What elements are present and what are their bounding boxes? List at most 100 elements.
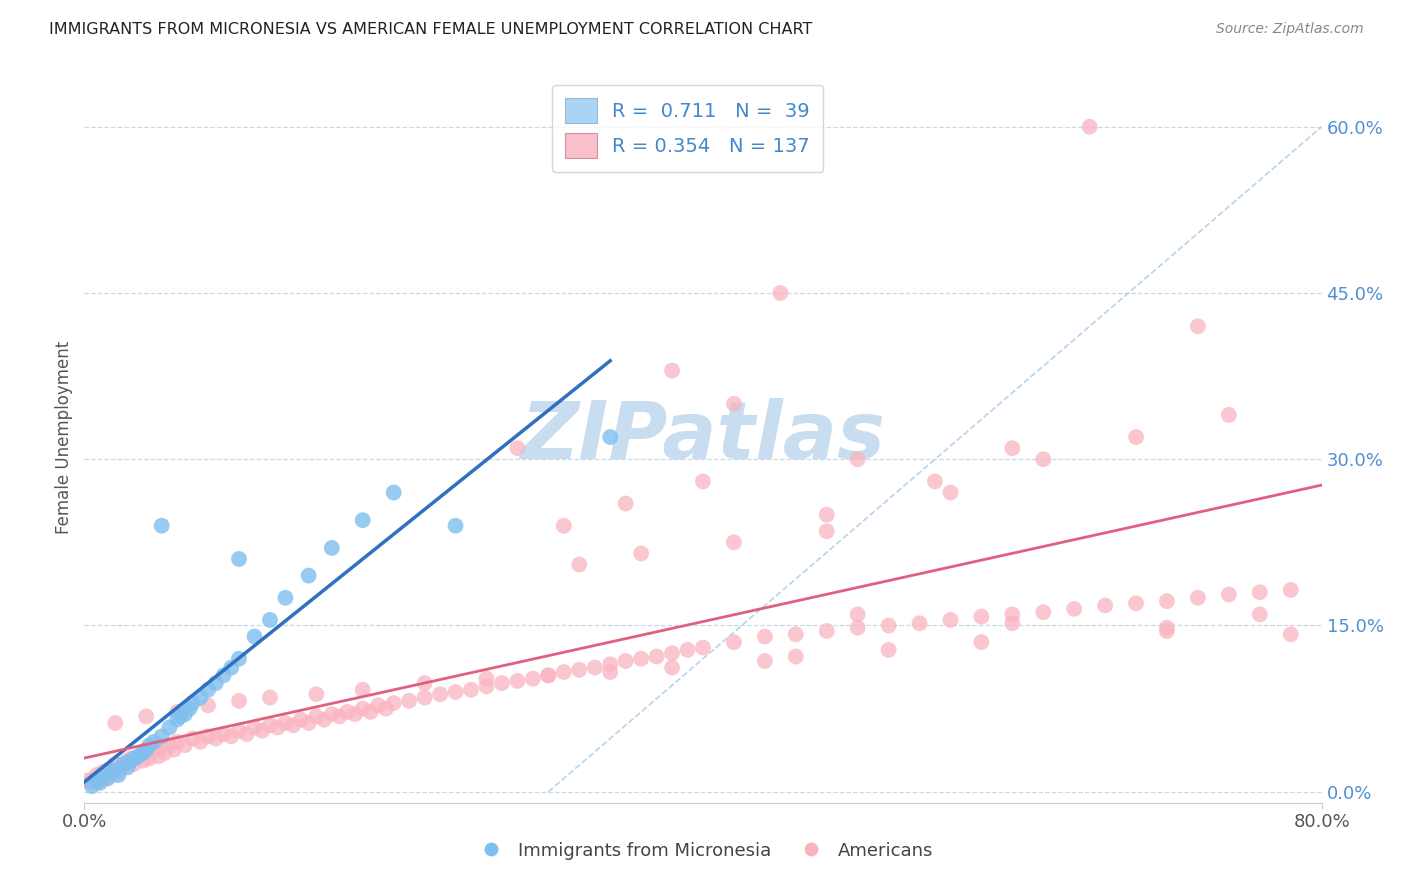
- Americans: [117, 754, 139, 768]
- Immigrants from Micronesia: [179, 701, 201, 715]
- Americans: [1156, 624, 1178, 638]
- Americans: [89, 773, 111, 788]
- Americans: [219, 729, 242, 743]
- Americans: [312, 713, 335, 727]
- Americans: [815, 508, 838, 522]
- Immigrants from Micronesia: [112, 757, 135, 772]
- Y-axis label: Female Unemployment: Female Unemployment: [55, 341, 73, 533]
- Americans: [86, 768, 108, 782]
- Americans: [568, 663, 591, 677]
- Americans: [661, 363, 683, 377]
- Immigrants from Micronesia: [159, 721, 180, 735]
- Immigrants from Micronesia: [197, 682, 219, 697]
- Americans: [908, 616, 931, 631]
- Americans: [132, 754, 155, 768]
- Text: IMMIGRANTS FROM MICRONESIA VS AMERICAN FEMALE UNEMPLOYMENT CORRELATION CHART: IMMIGRANTS FROM MICRONESIA VS AMERICAN F…: [49, 22, 813, 37]
- Americans: [413, 676, 436, 690]
- Americans: [212, 727, 235, 741]
- Immigrants from Micronesia: [117, 760, 139, 774]
- Americans: [754, 654, 776, 668]
- Americans: [382, 696, 405, 710]
- Americans: [692, 640, 714, 655]
- Americans: [1125, 596, 1147, 610]
- Immigrants from Micronesia: [96, 772, 118, 786]
- Americans: [1001, 616, 1024, 631]
- Immigrants from Micronesia: [150, 729, 173, 743]
- Americans: [138, 751, 160, 765]
- Americans: [506, 673, 529, 688]
- Americans: [290, 713, 312, 727]
- Americans: [444, 685, 467, 699]
- Americans: [692, 475, 714, 489]
- Americans: [398, 694, 420, 708]
- Americans: [305, 687, 328, 701]
- Americans: [599, 665, 621, 679]
- Immigrants from Micronesia: [104, 763, 127, 777]
- Americans: [1094, 599, 1116, 613]
- Americans: [1156, 594, 1178, 608]
- Americans: [1156, 621, 1178, 635]
- Americans: [1078, 120, 1101, 134]
- Immigrants from Micronesia: [205, 676, 228, 690]
- Americans: [321, 707, 343, 722]
- Americans: [723, 535, 745, 549]
- Americans: [343, 707, 366, 722]
- Americans: [76, 773, 98, 788]
- Americans: [274, 716, 297, 731]
- Americans: [112, 760, 135, 774]
- Immigrants from Micronesia: [166, 713, 188, 727]
- Immigrants from Micronesia: [101, 764, 124, 779]
- Americans: [150, 740, 173, 755]
- Americans: [267, 721, 290, 735]
- Americans: [159, 738, 180, 752]
- Americans: [91, 764, 114, 779]
- Americans: [460, 682, 482, 697]
- Immigrants from Micronesia: [259, 613, 281, 627]
- Immigrants from Micronesia: [181, 696, 204, 710]
- Americans: [328, 709, 352, 723]
- Americans: [599, 657, 621, 672]
- Americans: [475, 680, 498, 694]
- Americans: [148, 749, 170, 764]
- Text: ZIPatlas: ZIPatlas: [520, 398, 886, 476]
- Immigrants from Micronesia: [120, 754, 142, 768]
- Americans: [429, 687, 451, 701]
- Text: Source: ZipAtlas.com: Source: ZipAtlas.com: [1216, 22, 1364, 37]
- Americans: [630, 651, 652, 665]
- Immigrants from Micronesia: [188, 690, 211, 705]
- Immigrants from Micronesia: [86, 773, 108, 788]
- Americans: [250, 723, 273, 738]
- Americans: [104, 757, 127, 772]
- Americans: [1187, 319, 1209, 334]
- Immigrants from Micronesia: [169, 709, 191, 723]
- Americans: [235, 727, 259, 741]
- Americans: [475, 672, 498, 686]
- Americans: [1249, 585, 1271, 599]
- Americans: [98, 763, 121, 777]
- Americans: [846, 607, 869, 622]
- Americans: [166, 705, 188, 719]
- Americans: [83, 772, 105, 786]
- Americans: [205, 731, 228, 746]
- Americans: [723, 635, 745, 649]
- Immigrants from Micronesia: [243, 630, 266, 644]
- Americans: [367, 698, 389, 713]
- Americans: [877, 618, 900, 632]
- Immigrants from Micronesia: [174, 707, 197, 722]
- Americans: [1249, 607, 1271, 622]
- Immigrants from Micronesia: [352, 513, 374, 527]
- Americans: [939, 613, 962, 627]
- Americans: [815, 524, 838, 539]
- Americans: [1001, 441, 1024, 455]
- Americans: [181, 731, 204, 746]
- Immigrants from Micronesia: [132, 746, 155, 760]
- Americans: [568, 558, 591, 572]
- Immigrants from Micronesia: [382, 485, 405, 500]
- Americans: [661, 660, 683, 674]
- Americans: [553, 665, 575, 679]
- Americans: [166, 735, 188, 749]
- Americans: [877, 643, 900, 657]
- Americans: [228, 723, 250, 738]
- Americans: [79, 776, 101, 790]
- Americans: [491, 676, 513, 690]
